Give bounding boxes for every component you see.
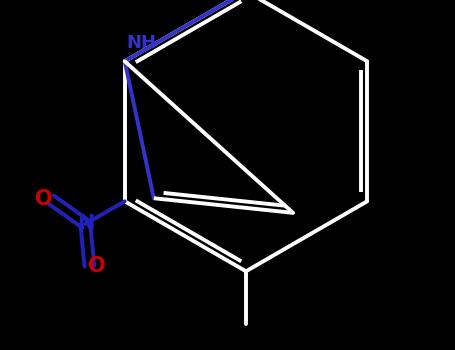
Text: O: O [35,189,53,209]
Text: O: O [88,256,105,276]
Text: N: N [76,214,94,234]
Text: NH: NH [127,34,157,52]
